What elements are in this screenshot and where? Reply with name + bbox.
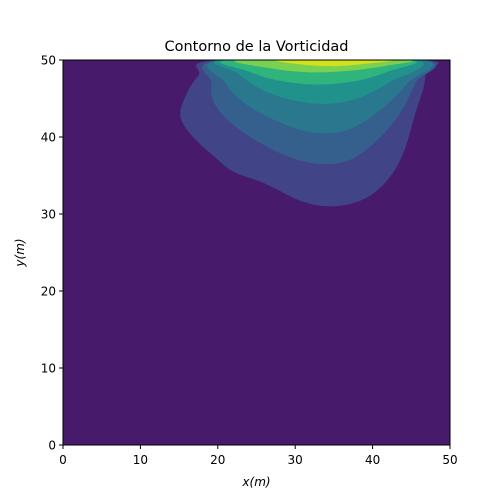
y-axis-label: y(m) — [13, 238, 27, 267]
y-axis: 0 10 20 30 40 50 — [41, 54, 63, 453]
x-tick-label: 0 — [59, 453, 67, 467]
contour-levels — [180, 60, 439, 207]
x-tick-label: 10 — [133, 453, 148, 467]
x-tick-label: 40 — [365, 453, 380, 467]
plot-frame — [62, 59, 451, 446]
y-tick-label: 0 — [48, 439, 56, 453]
y-tick-label: 30 — [41, 208, 56, 222]
x-tick-label: 20 — [210, 453, 225, 467]
chart-title: Contorno de la Vorticidad — [164, 39, 348, 55]
y-tick-label: 40 — [41, 131, 56, 145]
y-tick-label: 50 — [41, 54, 56, 68]
x-axis: 0 10 20 30 40 50 — [59, 445, 458, 467]
y-tick-label: 20 — [41, 285, 56, 299]
x-axis-label: x(m) — [241, 475, 270, 489]
y-tick-label: 10 — [41, 362, 56, 376]
x-tick-label: 50 — [442, 453, 457, 467]
x-tick-label: 30 — [288, 453, 303, 467]
contour-level-7 — [276, 60, 392, 67]
